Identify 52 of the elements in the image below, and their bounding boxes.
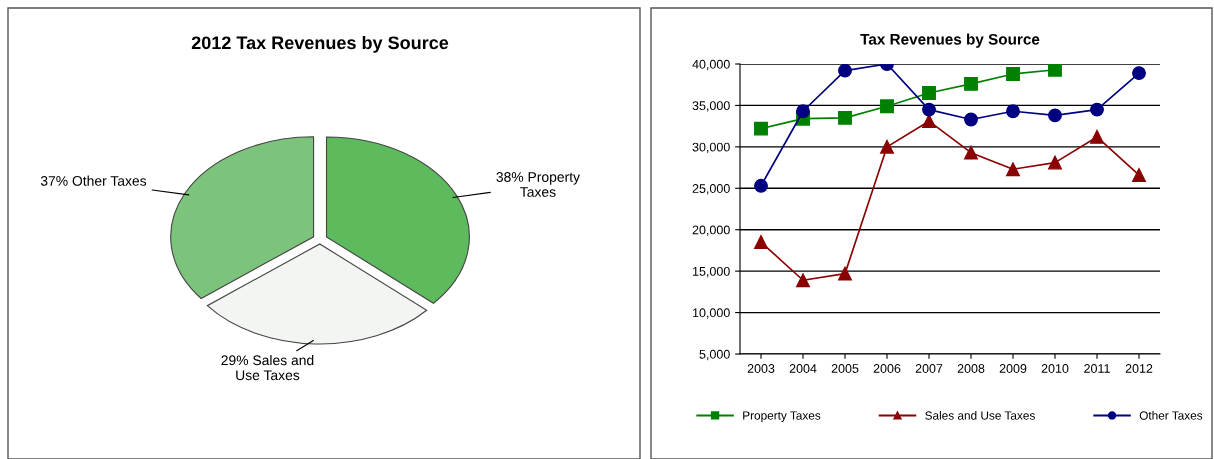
x-tick-label: 2011 [1084,364,1110,373]
x-tick-label: 2006 [873,364,901,373]
point [964,145,978,160]
point [880,139,894,154]
x-tick-label: 2009 [999,364,1027,373]
point [1048,155,1062,170]
slice-label: 37% Other Taxes [40,175,147,186]
chart-title: Tax Revenues by Source [860,33,1040,48]
point [796,273,810,288]
point [964,76,978,91]
slice-label: 38% Property Taxes [496,172,580,197]
y-tick-label: 35,000 [692,101,730,112]
x-tick-label: 2007 [915,364,943,373]
point [922,86,936,100]
point [754,178,768,193]
point [1048,64,1062,77]
point [838,266,852,281]
y-tick-label: 40,000 [692,59,730,71]
y-tick-label: 10,000 [693,308,730,319]
legend-label: Sales and Use Taxes [925,411,1035,420]
point [922,102,936,117]
y-tick-label: 5,000 [699,349,730,361]
y-tick-label: 30,000 [692,142,730,153]
y-tick-label: 20,000 [692,225,730,236]
x-tick-label: 2004 [789,364,817,373]
point [838,64,852,78]
legend-label: Other Taxes [1139,411,1203,420]
slice-label: 29% Sales and Use Taxes [221,354,314,381]
x-tick-label: 2005 [831,364,859,373]
legend-label: Property Taxes [743,411,821,423]
point [754,121,768,136]
point [964,112,978,127]
point [1132,168,1146,182]
point [1090,129,1104,144]
x-tick-label: 2003 [747,364,775,373]
point [1090,102,1104,117]
x-tick-label: 2010 [1041,364,1069,373]
point [922,114,936,129]
point [838,110,852,125]
y-tick-label: 25,000 [692,184,730,195]
x-tick-label: 2008 [957,364,985,373]
point [1006,162,1020,177]
point [1006,66,1020,81]
point [1132,66,1146,81]
x-tick-label: 2012 [1125,364,1153,373]
point [1006,104,1020,119]
point [754,235,768,250]
point [1048,108,1062,123]
chart-title: 2012 Tax Revenues by Source [191,35,449,53]
point [880,99,894,114]
point [796,104,810,119]
y-tick-label: 15,000 [693,266,730,278]
